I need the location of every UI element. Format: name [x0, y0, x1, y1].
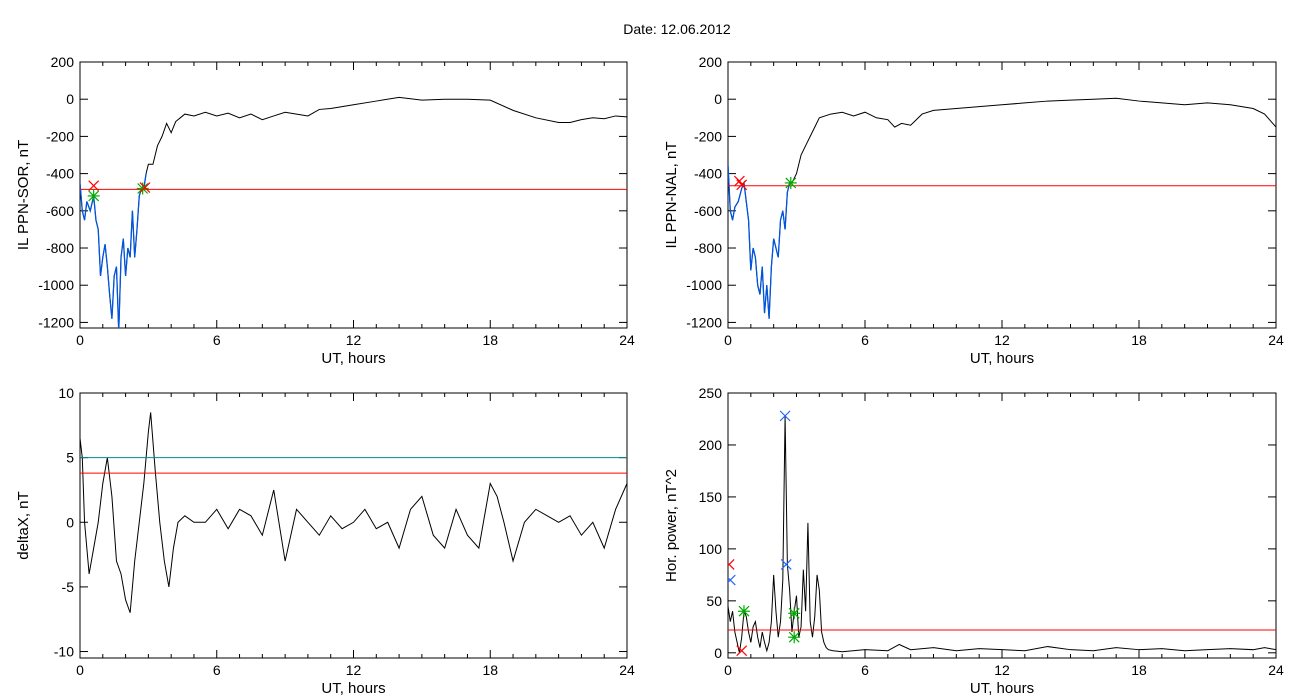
x-tick-label: 0	[76, 332, 84, 348]
plot-area	[728, 97, 1276, 319]
x-tick-label: 18	[482, 662, 498, 678]
marker	[788, 607, 801, 620]
y-tick-label: -10	[54, 644, 74, 660]
marker-stroke	[88, 180, 100, 192]
x-tick-label: 18	[482, 332, 498, 348]
y-tick-label: 150	[699, 489, 723, 505]
y-tick-label: -200	[694, 128, 722, 144]
y-tick-label: 200	[699, 437, 723, 453]
x-tick-label: 12	[994, 662, 1010, 678]
marker-stroke	[736, 645, 748, 657]
marker	[780, 559, 792, 570]
y-axis-label: Hor. power, nT^2	[663, 469, 680, 582]
x-axis-label: UT, hours	[321, 350, 385, 367]
panel-sor: 0 6 12 18 24 -1200 -1000 -800 -600 -400 -200 0 200 UT…	[15, 54, 635, 367]
x-tick-label: 24	[619, 662, 635, 678]
marker	[784, 176, 797, 189]
panel-deltax: 0 6 12 18 24 -10 -5 0 5 10 UT, hours deltaX, nT	[15, 385, 635, 697]
x-axis-label: UT, hours	[970, 680, 1034, 697]
panel-power: 0 6 12 18 24 0 50 100 150 200 250 UT, hours Hor. pow…	[663, 385, 1284, 697]
data-line	[80, 412, 627, 613]
y-tick-label: 100	[699, 541, 723, 557]
x-axis-label: UT, hours	[970, 350, 1034, 367]
marker-stroke	[139, 182, 151, 193]
plot-frame	[727, 61, 1277, 329]
x-tick-label: 0	[76, 662, 84, 678]
y-tick-label: -400	[694, 166, 722, 182]
figure-title: Date: 12.06.2012	[623, 21, 731, 37]
plot-frame	[79, 61, 628, 329]
x-tick-label: 6	[861, 332, 869, 348]
x-tick-label: 6	[861, 662, 869, 678]
x-tick-label: 6	[213, 662, 221, 678]
y-axis-label: IL PPN-SOR, nT	[15, 140, 32, 250]
y-tick-label: 0	[714, 645, 722, 661]
x-tick-label: 24	[619, 332, 635, 348]
marker	[88, 180, 100, 192]
y-tick-label: 10	[58, 385, 74, 401]
marker	[736, 645, 748, 657]
marker	[736, 179, 748, 191]
plot-area	[728, 410, 1276, 657]
marker-stroke	[728, 559, 735, 567]
x-tick-label: 0	[724, 332, 732, 348]
x-tick-label: 18	[1131, 662, 1147, 678]
marker-stroke	[780, 559, 792, 570]
x-tick-label: 12	[346, 332, 362, 348]
x-tick-label: 18	[1131, 332, 1147, 348]
y-tick-label: 50	[706, 593, 722, 609]
data-line	[728, 415, 1276, 653]
y-tick-label: -1200	[38, 314, 74, 330]
y-tick-label: -1000	[686, 277, 722, 293]
x-tick-label: 6	[213, 332, 221, 348]
y-tick-label: -800	[46, 240, 74, 256]
y-tick-label: -5	[62, 579, 75, 595]
x-tick-label: 0	[724, 662, 732, 678]
y-tick-label: 200	[51, 54, 75, 70]
panel-nal: 0 6 12 18 24 -1200 -1000 -800 -600 -400 -200 0 200 UT…	[663, 54, 1284, 367]
y-axis-label: deltaX, nT	[15, 491, 32, 559]
y-tick-label: -600	[694, 203, 722, 219]
marker-stroke	[779, 410, 791, 422]
highlight-segment	[80, 173, 147, 328]
plot-area	[80, 412, 627, 613]
x-tick-label: 12	[346, 662, 362, 678]
x-axis-label: UT, hours	[321, 680, 385, 697]
marker	[87, 189, 100, 202]
marker-stroke	[728, 574, 736, 584]
y-tick-label: -600	[46, 203, 74, 219]
y-tick-label: -1200	[686, 314, 722, 330]
marker	[139, 182, 151, 193]
highlight-segment	[728, 164, 792, 319]
x-tick-label: 12	[994, 332, 1010, 348]
marker	[737, 605, 750, 618]
y-tick-label: 0	[714, 91, 722, 107]
y-tick-label: -800	[694, 240, 722, 256]
y-tick-label: -1000	[38, 277, 74, 293]
data-line	[728, 97, 1276, 319]
marker	[728, 559, 735, 570]
marker	[728, 574, 736, 586]
marker	[733, 175, 745, 187]
y-tick-label: 0	[66, 514, 74, 530]
marker	[136, 182, 149, 195]
y-tick-label: 0	[66, 91, 74, 107]
y-tick-label: 250	[699, 385, 723, 401]
marker	[788, 631, 801, 644]
marker	[779, 410, 791, 422]
y-tick-label: 5	[66, 450, 74, 466]
y-tick-label: -200	[46, 128, 74, 144]
marker-stroke	[736, 179, 748, 191]
y-tick-label: -400	[46, 166, 74, 182]
plot-area	[80, 96, 627, 328]
y-tick-label: 200	[699, 54, 723, 70]
x-tick-label: 24	[1268, 662, 1284, 678]
y-axis-label: IL PPN-NAL, nT	[663, 142, 680, 249]
x-tick-label: 24	[1268, 332, 1284, 348]
marker-stroke	[733, 175, 745, 187]
plot-frame	[79, 392, 628, 659]
data-line	[80, 96, 627, 328]
